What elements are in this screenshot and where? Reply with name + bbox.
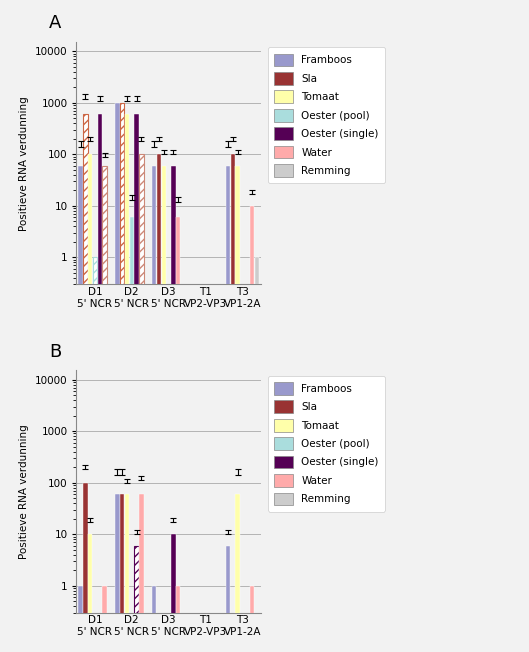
Text: A: A: [49, 14, 61, 33]
Bar: [120, 103, 124, 652]
Y-axis label: Positieve RNA verdunning: Positieve RNA verdunning: [19, 96, 29, 231]
Bar: [97, 114, 102, 652]
Bar: [134, 546, 139, 652]
Y-axis label: Positieve RNA verdunning: Positieve RNA verdunning: [19, 424, 29, 559]
Bar: [171, 534, 176, 652]
Bar: [130, 217, 134, 652]
Bar: [226, 166, 230, 652]
Bar: [88, 534, 93, 652]
Bar: [152, 585, 157, 652]
Bar: [176, 217, 180, 652]
Bar: [176, 585, 180, 652]
Bar: [78, 166, 83, 652]
Bar: [157, 155, 161, 652]
Bar: [139, 494, 143, 652]
Legend: Framboos, Sla, Tomaat, Oester (pool), Oester (single), Water, Remming: Framboos, Sla, Tomaat, Oester (pool), Oe…: [268, 48, 385, 183]
Bar: [83, 482, 87, 652]
Bar: [162, 166, 166, 652]
Bar: [93, 258, 97, 652]
Bar: [235, 166, 240, 652]
Bar: [231, 155, 235, 652]
Text: B: B: [49, 343, 61, 361]
Bar: [134, 114, 139, 652]
Bar: [115, 494, 120, 652]
Bar: [139, 155, 143, 652]
Bar: [125, 114, 129, 652]
Bar: [171, 166, 176, 652]
Bar: [102, 585, 107, 652]
Bar: [254, 258, 259, 652]
Bar: [115, 103, 120, 652]
Bar: [125, 494, 129, 652]
Bar: [226, 546, 230, 652]
Bar: [250, 206, 254, 652]
Bar: [120, 494, 124, 652]
Bar: [102, 166, 107, 652]
Bar: [235, 494, 240, 652]
Bar: [83, 114, 87, 652]
Bar: [152, 166, 157, 652]
Bar: [78, 585, 83, 652]
Bar: [88, 155, 93, 652]
Legend: Framboos, Sla, Tomaat, Oester (pool), Oester (single), Water, Remming: Framboos, Sla, Tomaat, Oester (pool), Oe…: [268, 376, 385, 512]
Bar: [250, 585, 254, 652]
